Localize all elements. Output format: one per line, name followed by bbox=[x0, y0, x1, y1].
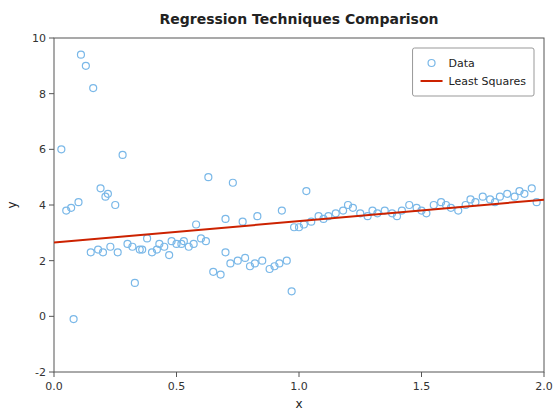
data-point bbox=[144, 235, 151, 242]
x-tick-label: 2.0 bbox=[535, 380, 553, 393]
y-tick bbox=[49, 93, 54, 94]
data-point bbox=[303, 188, 310, 195]
data-point bbox=[300, 221, 307, 228]
data-point bbox=[210, 268, 217, 275]
y-tick bbox=[49, 205, 54, 206]
data-point bbox=[97, 185, 104, 192]
data-point bbox=[229, 179, 236, 186]
data-point bbox=[217, 271, 224, 278]
data-point bbox=[166, 252, 173, 259]
data-point bbox=[332, 210, 339, 217]
data-point bbox=[349, 204, 356, 211]
data-point bbox=[205, 174, 212, 181]
data-point bbox=[222, 249, 229, 256]
data-point bbox=[68, 204, 75, 211]
data-point bbox=[156, 240, 163, 247]
data-point bbox=[131, 279, 138, 286]
series-line bbox=[54, 200, 544, 243]
data-point bbox=[193, 221, 200, 228]
data-point bbox=[102, 193, 109, 200]
data-point bbox=[114, 249, 121, 256]
y-tick-label: 2 bbox=[39, 255, 46, 268]
data-point bbox=[278, 207, 285, 214]
data-point bbox=[75, 199, 82, 206]
axes: 0.0 0.5 1.0 1.5 2.0 -2 0 2 4 6 8 10 bbox=[32, 32, 553, 393]
data-point bbox=[112, 202, 119, 209]
y-tick bbox=[49, 316, 54, 317]
x-tick-label: 0.0 bbox=[45, 380, 63, 393]
data-point bbox=[251, 260, 258, 267]
data-point bbox=[283, 257, 290, 264]
y-tick bbox=[49, 372, 54, 373]
y-tick bbox=[49, 260, 54, 261]
data-point bbox=[504, 190, 511, 197]
x-axis-label: x bbox=[295, 397, 302, 411]
data-point bbox=[276, 260, 283, 267]
data-point bbox=[528, 185, 535, 192]
legend-swatch bbox=[421, 80, 443, 82]
plot-background bbox=[54, 38, 544, 372]
data-point bbox=[82, 62, 89, 69]
y-tick-label: -2 bbox=[35, 366, 46, 379]
y-tick-label: 4 bbox=[39, 199, 46, 212]
data-point bbox=[242, 254, 249, 261]
data-point bbox=[190, 240, 197, 247]
legend-label: Least Squares bbox=[449, 75, 527, 88]
x-tick bbox=[544, 372, 545, 377]
data-point bbox=[87, 249, 94, 256]
data-point bbox=[291, 224, 298, 231]
x-tick-label: 1.0 bbox=[290, 380, 308, 393]
data-point bbox=[222, 215, 229, 222]
plot-frame bbox=[54, 38, 544, 372]
data-point bbox=[100, 249, 107, 256]
y-tick bbox=[49, 149, 54, 150]
y-tick-label: 10 bbox=[32, 32, 46, 45]
data-point bbox=[70, 316, 77, 323]
data-point bbox=[139, 246, 146, 253]
data-point bbox=[234, 257, 241, 264]
data-point bbox=[259, 257, 266, 264]
y-axis-label: y bbox=[5, 201, 19, 208]
data-point bbox=[406, 202, 413, 209]
data-point bbox=[202, 238, 209, 245]
data-point bbox=[227, 260, 234, 267]
x-tick-label: 0.5 bbox=[168, 380, 186, 393]
x-tick bbox=[54, 372, 55, 377]
chart: 0.0 0.5 1.0 1.5 2.0 -2 0 2 4 6 8 10 Regression Techn… bbox=[0, 0, 560, 420]
legend-label: Data bbox=[449, 57, 475, 70]
data-point bbox=[479, 193, 486, 200]
y-tick bbox=[49, 38, 54, 39]
x-tick bbox=[176, 372, 177, 377]
data-point bbox=[521, 190, 528, 197]
data-point bbox=[77, 51, 84, 58]
y-tick-label: 0 bbox=[39, 310, 46, 323]
data-point bbox=[90, 85, 97, 92]
data-point bbox=[254, 213, 261, 220]
data-point bbox=[288, 288, 295, 295]
legend-box bbox=[413, 48, 534, 96]
data-point bbox=[239, 218, 246, 225]
x-tick bbox=[299, 372, 300, 377]
data-point bbox=[119, 151, 126, 158]
regression-line bbox=[54, 200, 544, 243]
legend-swatch bbox=[428, 60, 435, 67]
title: Regression Techniques Comparison bbox=[159, 11, 438, 27]
x-tick bbox=[421, 372, 422, 377]
y-tick-label: 6 bbox=[39, 143, 46, 156]
y-tick-label: 8 bbox=[39, 88, 46, 101]
x-tick-label: 1.5 bbox=[413, 380, 431, 393]
data-point bbox=[430, 202, 437, 209]
data-point bbox=[58, 146, 65, 153]
data-point bbox=[107, 243, 114, 250]
data-point bbox=[496, 193, 503, 200]
legend: Data Least Squares bbox=[413, 48, 534, 96]
data-point bbox=[168, 238, 175, 245]
data-point bbox=[129, 243, 136, 250]
